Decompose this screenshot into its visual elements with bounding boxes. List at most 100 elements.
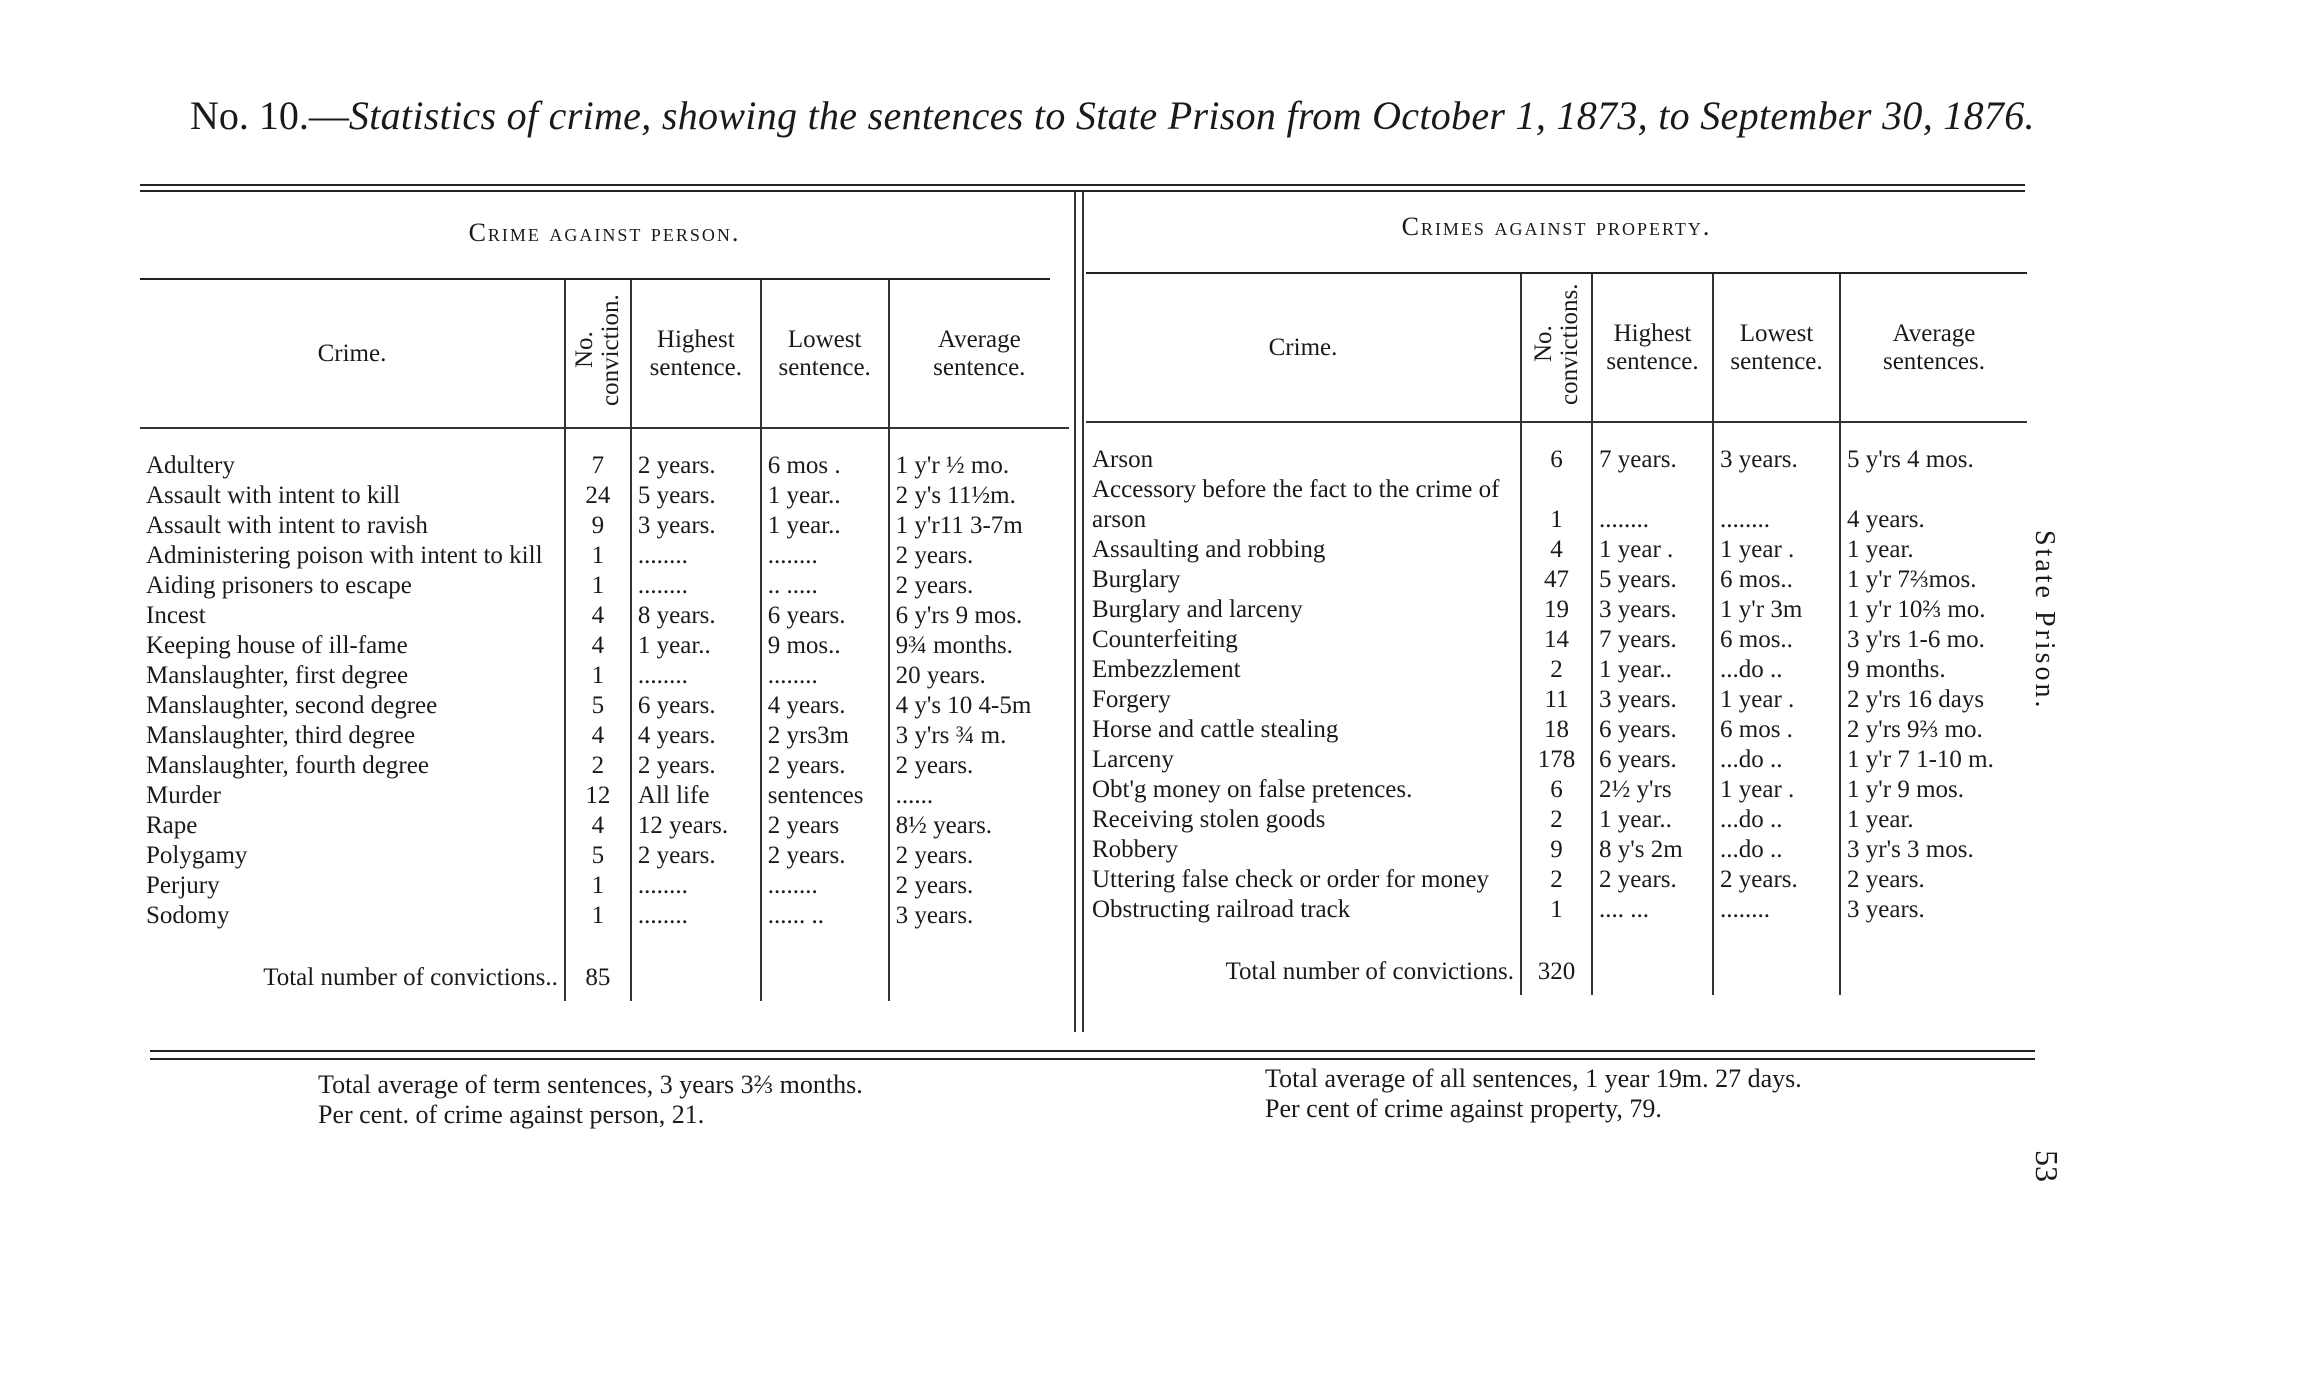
column-header: Lowest sentence. — [759, 280, 889, 429]
cell: ........ — [629, 571, 761, 601]
cell: 24 — [563, 481, 631, 511]
cell: 4 — [563, 721, 631, 751]
cell: 2 years. — [759, 751, 889, 781]
cell: ........ — [759, 871, 889, 901]
cell: 6 mos.. — [1712, 565, 1840, 595]
cell: 1 y'r 10⅔ mo. — [1839, 595, 2027, 625]
cell: Manslaughter, fourth degree — [146, 752, 429, 779]
cell: 20 years. — [887, 661, 1069, 691]
cell: 3 y'rs ¾ m. — [887, 721, 1069, 751]
column-header-text: Highest sentence. — [1606, 319, 1699, 375]
cell: ...do .. — [1712, 745, 1840, 775]
cell: 1 year . — [1712, 685, 1840, 715]
cell: 12 — [563, 781, 631, 811]
cell: 6 — [1520, 775, 1592, 805]
cell: 1 year.. — [759, 481, 889, 511]
table-row: Larceny 178 6 years. ...do .. 1 y'r 7 1-10 m… — [1086, 745, 2027, 775]
cell: 2 — [563, 751, 631, 781]
cell: 12 years. — [629, 811, 761, 841]
total-row: Total number of convictions.. 85 — [140, 931, 1069, 1001]
cell — [1839, 925, 2027, 995]
cell: Polygamy — [146, 842, 248, 869]
cell: 4 years. — [629, 721, 761, 751]
title: No. 10.—Statistics of crime, showing the… — [190, 92, 2035, 139]
person-table: Crime. No. conviction. Highest sentence. Lo… — [140, 280, 1069, 1001]
cell — [629, 931, 761, 1001]
spacer-cell — [1591, 422, 1713, 445]
column-header-text: No. conviction. — [570, 294, 624, 406]
table-row: Robbery 9 8 y's 2m ...do .. 3 yr's 3 mos. — [1086, 835, 2027, 865]
table-row: Forgery 11 3 years. 1 year .2 y'rs 16 days — [1086, 685, 2027, 715]
cell: 2 — [1520, 805, 1592, 835]
table-row: Uttering false check or order for money 2… — [1086, 865, 2027, 895]
cell: 6 — [1520, 445, 1592, 475]
spacer-cell — [1712, 422, 1840, 445]
spacer-cell — [563, 428, 631, 451]
cell: 6 mos.. — [1712, 625, 1840, 655]
column-header: Lowest sentence. — [1712, 274, 1840, 423]
cell: Manslaughter, second degree — [146, 692, 438, 719]
cell: Manslaughter, third degree — [146, 722, 416, 749]
cell: Adultery — [146, 452, 235, 479]
cell: 2 years. — [887, 751, 1069, 781]
cell: 1 — [563, 541, 631, 571]
cell: 14 — [1520, 625, 1592, 655]
cell: ...... .. — [759, 901, 889, 931]
table-row: Burglary and larceny 19 3 years. 1 y'r 3m 1 … — [1086, 595, 2027, 625]
cell: 2 years. — [629, 451, 761, 481]
table-row: Sodomy 1.............. .. 3 years. — [140, 901, 1069, 931]
cell: Sodomy — [146, 902, 230, 929]
cell: Horse and cattle stealing — [1092, 716, 1339, 743]
cell: 6 years. — [759, 601, 889, 631]
cell: 1 year. — [1839, 535, 2027, 565]
cell: Forgery — [1092, 686, 1171, 713]
total-value: 320 — [1520, 925, 1592, 995]
cell: 2½ y'rs — [1591, 775, 1713, 805]
cell: .... ... — [1591, 895, 1713, 925]
column-header-text: Highest sentence. — [649, 325, 742, 381]
cell: Counterfeiting — [1092, 626, 1238, 653]
cell: 6 mos . — [759, 451, 889, 481]
cell: Burglary — [1092, 566, 1181, 593]
cell: Larceny — [1092, 746, 1174, 773]
cell: 1 — [1520, 475, 1592, 535]
column-header: Average sentences. — [1839, 274, 2027, 423]
table-row: Assaulting and robbing 4 1 year .1 year .1… — [1086, 535, 2027, 565]
cell: Rape — [146, 812, 198, 839]
cell: Obt'g money on false pretences. — [1092, 776, 1413, 803]
cell: ........ — [629, 541, 761, 571]
cell: 2 — [1520, 655, 1592, 685]
spacer-cell — [887, 428, 1069, 451]
column-header-text: Average sentences. — [1882, 319, 1986, 375]
cell: Perjury — [146, 872, 220, 899]
cell: 2 years. — [887, 571, 1069, 601]
cell: 6 years. — [629, 691, 761, 721]
page-number: 53 — [2029, 1150, 2065, 1182]
footnote: Per cent. of crime against person, 21. — [318, 1100, 705, 1129]
cell: Administering poison with intent to kill — [146, 542, 543, 569]
cell: 2 years. — [629, 751, 761, 781]
table-row: Arson 6 7 years. 3 years. 5 y'rs 4 mos. — [1086, 445, 2027, 475]
cell: 1 — [563, 571, 631, 601]
cell: 3 years. — [1591, 685, 1713, 715]
title-number: No. 10.— — [190, 93, 349, 138]
cell: 8 years. — [629, 601, 761, 631]
cell: ........ — [1712, 475, 1840, 535]
cell: ........ — [629, 871, 761, 901]
cell: Uttering false check or order for money — [1092, 866, 1490, 893]
cell: 3 years. — [1712, 445, 1840, 475]
cell: 9 mos.. — [759, 631, 889, 661]
cell: 2 years. — [1712, 865, 1840, 895]
table-row: Horse and cattle stealing 18 6 years. 6 mos… — [1086, 715, 2027, 745]
cell: Murder — [146, 782, 221, 809]
cell: 2 y's 11½m. — [887, 481, 1069, 511]
cell: 1 y'r 3m — [1712, 595, 1840, 625]
cell: 4 y's 10 4-5m — [887, 691, 1069, 721]
cell: 3 years. — [887, 901, 1069, 931]
table-row: Incest 4 8 years. 6 years. 6 y'rs 9 mos. — [140, 601, 1069, 631]
cell: Obstructing railroad track — [1092, 896, 1351, 923]
column-header: Average sentence. — [887, 280, 1069, 429]
column-header: No. conviction. — [563, 280, 631, 429]
cell: ........ — [759, 541, 889, 571]
table-row: Keeping house of ill-fame 4 1 year.. 9 mos.… — [140, 631, 1069, 661]
